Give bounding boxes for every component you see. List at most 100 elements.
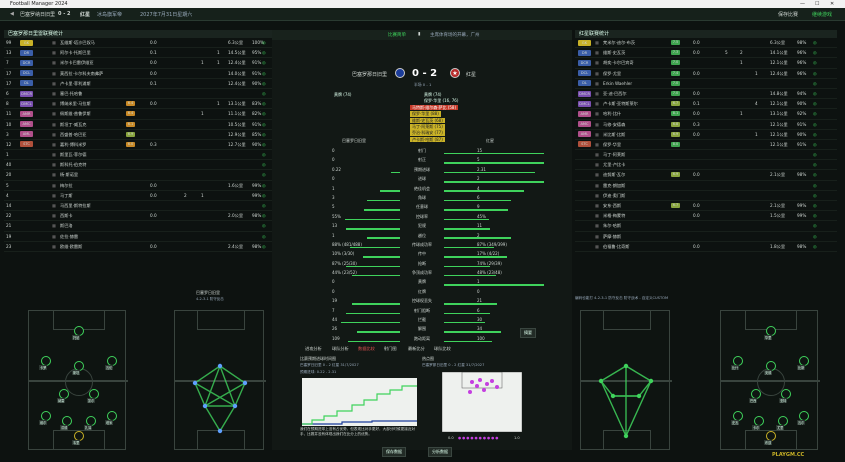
player-name[interactable]: 伯福鲁·比奇斯 (603, 243, 630, 249)
table-row[interactable]: ■ 迪努斯·瓦尔 6.9 0.0 2.1公里 98% ◎ (575, 170, 837, 181)
player-name[interactable]: 欧维·欧雷斯 (60, 243, 83, 249)
table-row[interactable]: 22 ■ 西斯卡 0.0 2.0公里 98% ◎ (4, 211, 272, 222)
player-name[interactable]: 雷克·朗加斯 (603, 182, 626, 188)
table-row[interactable]: DMCL ■ 卢卡斯·亚特斯莱尔 6.7 0.1 4 12.1公里 90% ◎ (575, 99, 837, 110)
table-row[interactable]: 17 DCL ■ 莫西拉·卡尔科夫南弗萨 0.0 14.0公里 91% ◎ (4, 69, 272, 79)
tab-match-summary[interactable]: 比赛简单 (388, 33, 406, 38)
player-name[interactable]: 西盛普·哈巴亚 (60, 131, 87, 137)
player-name[interactable]: 梵米尔·迪尔·布茨 (603, 40, 635, 45)
player-name[interactable]: 保罗·华里 (603, 141, 622, 147)
player-name[interactable]: 安东·西斯 (603, 203, 622, 208)
analysis-tab[interactable]: 数据比较 (358, 346, 375, 351)
back-icon[interactable]: ◀ (10, 11, 14, 17)
table-row[interactable]: ■ 马丁·阿莱斯 ◎ (575, 150, 837, 161)
table-row[interactable]: 5 ■ 梅尔拉 0.0 1.6公里 99% ◎ (4, 181, 272, 191)
table-row[interactable]: 17 DL ■ 卢卡里·菲利浦斯 0.1 12.4公里 90% ◎ (4, 79, 272, 89)
table-row[interactable]: ■ 朱尔·哈斯 ◎ (575, 221, 837, 232)
table-row[interactable]: ■ 伊迪·奥门斯 ◎ (575, 191, 837, 201)
table-row[interactable]: AML ■ 米比斯·比斯 6.9 0.0 1 12.1公里 90% ◎ (575, 130, 837, 140)
player-name[interactable]: 马丁·阿莱斯 (603, 152, 626, 158)
table-row[interactable]: ■ 雷克·朗加斯 ◎ (575, 181, 837, 191)
table-row[interactable]: AMR ■ 哈利·比什 8.1 0.0 1 13.1公里 92% ◎ (575, 109, 837, 120)
player-name[interactable]: 亚·迪·巴西尔 (603, 90, 627, 96)
player-name[interactable]: 斯里瓦·菲尔德 (60, 152, 87, 158)
table-row[interactable]: 21 ■ 斯巴洛 ◎ (4, 221, 272, 232)
table-row[interactable]: 40 ■ 斯科托·伯克特 ◎ (4, 160, 272, 171)
table-row[interactable]: DCR ■ 胡奕·卡尔巴宾奇 7.0 1 12.1公里 96% ◎ (575, 58, 837, 69)
player-name[interactable]: 阿尔卡·托斯巴里 (60, 50, 91, 56)
player-name[interactable]: 斯巴洛 (60, 223, 73, 229)
player-name[interactable]: Erkin Waehler (603, 80, 633, 86)
analysis-tab[interactable]: 球队比较 (434, 346, 451, 351)
player-name[interactable]: 塞巴·托哈鲁 (60, 90, 83, 96)
player-name[interactable]: 伊迪·奥门斯 (603, 192, 626, 198)
analysis-tab[interactable]: 进攻分析 (305, 346, 322, 351)
table-row[interactable]: 7 DCR ■ 米尔卡巴雷伊维亚 0.0 1 1 12.4公里 91% ◎ (4, 58, 272, 69)
table-row[interactable]: 4 ■ 马丁斯 0.0 2 1 99% ◎ (4, 191, 272, 201)
table-row[interactable]: 14 ■ 马西里·斯特拉斯 ◎ (4, 201, 272, 212)
player-name[interactable]: 卢卡斯·亚特斯莱尔 (603, 101, 638, 107)
table-row[interactable]: ■ 安东·西斯 6.7 0.0 2.1公里 99% ◎ (575, 201, 837, 212)
minimize-button[interactable]: — (800, 1, 805, 7)
table-row[interactable]: DCL ■ 保罗·尤里 7.4 0.0 1 12.4公里 96% ◎ (575, 69, 837, 79)
player-name[interactable]: 佩斯维·普鲁伊斯 (60, 111, 91, 117)
table-row[interactable]: 11 AMR ■ 佩斯维·普鲁伊斯 6.4 1 11.1公里 82% ◎ (4, 109, 272, 120)
save-match-button[interactable]: 保存比赛 (778, 12, 799, 18)
table-row[interactable]: DL ■ Erkin Waehler 7.0 ◎ (575, 79, 837, 89)
table-row[interactable]: 13 DR ■ 阿尔卡·托斯巴里 0.1 1 14.5公里 95% ◎ (4, 48, 272, 59)
player-name[interactable]: 嘉利·博科米罗 (60, 141, 87, 147)
summary-button[interactable]: 摘要 (520, 328, 536, 338)
table-row[interactable]: 12 STC ■ 嘉利·博科米罗 6.0 0.3 12.7公里 90% ◎ (4, 140, 272, 151)
analysis-tab[interactable]: 最新比分 (408, 346, 425, 351)
table-row[interactable]: GK ■ 梵米尔·迪尔·布茨 7.5 0.0 6.3公里 98% ◎ (575, 38, 837, 49)
analysis-tab[interactable]: 球队分析 (332, 346, 349, 351)
table-row[interactable]: 3 AML ■ 西盛普·哈巴亚 6.9 12.9公里 85% ◎ (4, 130, 272, 140)
table-row[interactable]: DMCR ■ 亚·迪·巴西尔 7.0 0.0 14.8公里 94% ◎ (575, 89, 837, 100)
player-name[interactable]: 胡奕·卡尔巴宾奇 (603, 60, 634, 66)
analysis-tab[interactable]: 射门图 (384, 346, 397, 351)
table-row[interactable]: AMC ■ 马修·安德森 6.8 0.3 12.1公里 91% ◎ (575, 120, 837, 130)
table-row[interactable]: 99 GK ■ 瓦维斯·塔沙巴奴马 0.0 6.3公里 100% ◎ (4, 38, 272, 49)
table-row[interactable]: 10 AMC ■ 斯坦丁·威瓦克 6.1 10.5公里 91% ◎ (4, 120, 272, 130)
continue-button[interactable]: 继续游戏 (812, 12, 833, 18)
table-row[interactable]: ■ 萨摩·赫斯 ◎ (575, 232, 837, 242)
table-row[interactable]: 6 DMCR ■ 塞巴·托哈鲁 ◎ (4, 89, 272, 100)
player-name[interactable]: 莫西拉·卡尔科夫南弗萨 (60, 70, 104, 76)
close-button[interactable]: ✕ (830, 1, 835, 7)
player-name[interactable]: 马修·安德森 (603, 121, 626, 127)
player-name[interactable]: 马丁斯 (60, 192, 73, 198)
player-name[interactable]: 朱尔·哈斯 (603, 223, 622, 229)
table-row[interactable]: STC ■ 保罗·华里 8.0 12.1公里 91% ◎ (575, 140, 837, 151)
player-name[interactable]: 米比斯·比斯 (603, 131, 626, 137)
player-name[interactable]: 博纳米里·马拉斯 (60, 101, 91, 107)
table-row[interactable]: 20 ■ 杨·斯诺里 ◎ (4, 170, 272, 181)
player-name[interactable]: 萨摩·赫斯 (603, 233, 622, 239)
player-name[interactable]: 保罗·尤里 (603, 70, 622, 76)
table-row[interactable]: 1 ■ 斯里瓦·菲尔德 ◎ (4, 150, 272, 161)
maximize-button[interactable]: ☐ (815, 1, 820, 7)
player-name[interactable]: 迪努斯·瓦尔 (603, 172, 626, 178)
table-row[interactable]: ■ 米格·梅蒙特 0.0 1.5公里 99% ◎ (575, 211, 837, 222)
player-name[interactable]: 斯科托·伯克特 (60, 162, 87, 168)
table-row[interactable]: ■ 伯福鲁·比奇斯 0.0 1.8公里 98% ◎ (575, 242, 837, 252)
analysis-data-button[interactable]: 分析数据 (428, 447, 452, 457)
table-row[interactable]: DR ■ 维斯·史瓦茨 7.3 0.0 5 2 14.1公里 96% ◎ (575, 48, 837, 59)
player-name[interactable]: 瓦维斯·塔沙巴奴马 (60, 40, 95, 45)
table-row[interactable]: 8 DMCL ■ 博纳米里·马拉斯 6.4 0.0 1 13.1公里 83% ◎ (4, 99, 272, 110)
player-name[interactable]: 米尔卡巴雷伊维亚 (60, 60, 94, 66)
player-name[interactable]: 马西里·斯特拉斯 (60, 203, 91, 208)
player-name[interactable]: 米格·梅蒙特 (603, 213, 626, 219)
player-name[interactable]: 西斯卡 (60, 213, 73, 219)
save-data-button[interactable]: 保存数据 (382, 447, 406, 457)
player-name[interactable]: 维斯·史瓦茨 (603, 50, 626, 56)
player-name[interactable]: 梅尔拉 (60, 182, 73, 188)
player-name[interactable]: 杨·斯诺里 (60, 172, 79, 178)
player-name[interactable]: 哈利·比什 (603, 111, 622, 117)
player-name[interactable]: 卢卡里·菲利浦斯 (60, 80, 91, 86)
table-row[interactable]: ■ 尤里·卢比卡 ◎ (575, 160, 837, 171)
player-name[interactable]: 斯坦丁·威瓦克 (60, 121, 87, 127)
table-row[interactable]: 19 ■ 佐拉·赫雷 ◎ (4, 232, 272, 242)
player-name[interactable]: 尤里·卢比卡 (603, 162, 626, 168)
player-name[interactable]: 佐拉·赫雷 (60, 233, 79, 239)
table-row[interactable]: 23 ■ 欧维·欧雷斯 0.0 2.4公里 98% ◎ (4, 242, 272, 252)
